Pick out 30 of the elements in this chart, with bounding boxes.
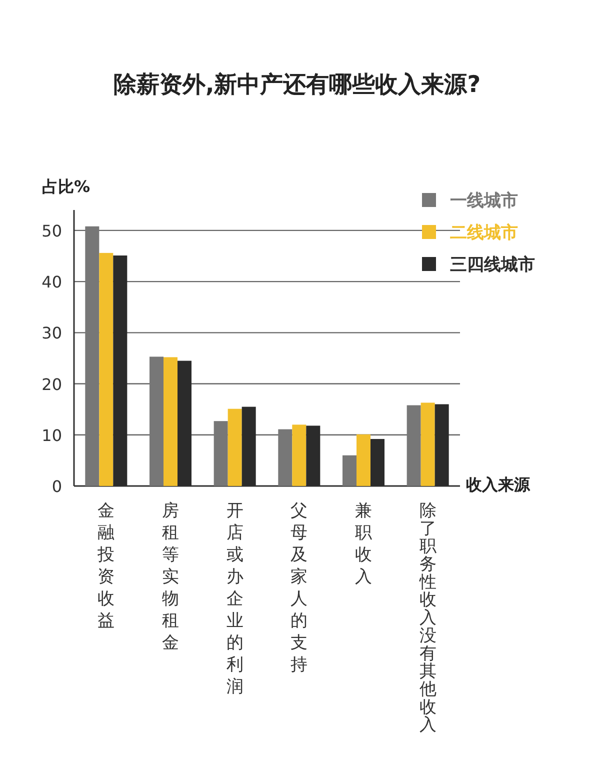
y-tick-label: 30 xyxy=(42,324,62,343)
y-tick-label: 0 xyxy=(52,477,62,496)
bar xyxy=(420,402,435,486)
y-axis-title: 占比% xyxy=(42,177,90,196)
bar xyxy=(150,356,164,486)
bar xyxy=(278,429,292,486)
bar xyxy=(164,357,178,486)
y-tick-label: 40 xyxy=(42,272,62,292)
y-tick-label: 10 xyxy=(42,426,62,445)
category-label: 除了职务性收入没有其他收入 xyxy=(419,500,436,734)
bar xyxy=(356,434,370,486)
legend-label: 一线城市 xyxy=(450,191,518,211)
bar xyxy=(214,421,228,486)
x-tick-label: 父母及家人的支持 xyxy=(290,501,308,675)
bar xyxy=(292,424,306,486)
category-label: 开店或办企业的利润 xyxy=(226,501,244,697)
legend-label: 二线城市 xyxy=(450,223,518,243)
bar xyxy=(85,226,100,486)
x-tick-label: 房租等实物租金 xyxy=(162,501,179,653)
bar xyxy=(342,455,356,486)
x-axis-title: 收入来源 xyxy=(466,475,531,494)
y-tick-label: 20 xyxy=(42,374,62,394)
bar xyxy=(228,408,242,486)
y-tick-label: 50 xyxy=(42,221,62,240)
bar xyxy=(406,405,421,486)
bar xyxy=(99,252,114,486)
legend-label: 三四线城市 xyxy=(450,255,535,275)
x-tick-label: 金融投资收益 xyxy=(96,501,115,631)
x-tick-label: 兼职收入 xyxy=(355,501,372,587)
chart-title: 除薪资外,新中产还有哪些收入来源? xyxy=(113,71,481,98)
